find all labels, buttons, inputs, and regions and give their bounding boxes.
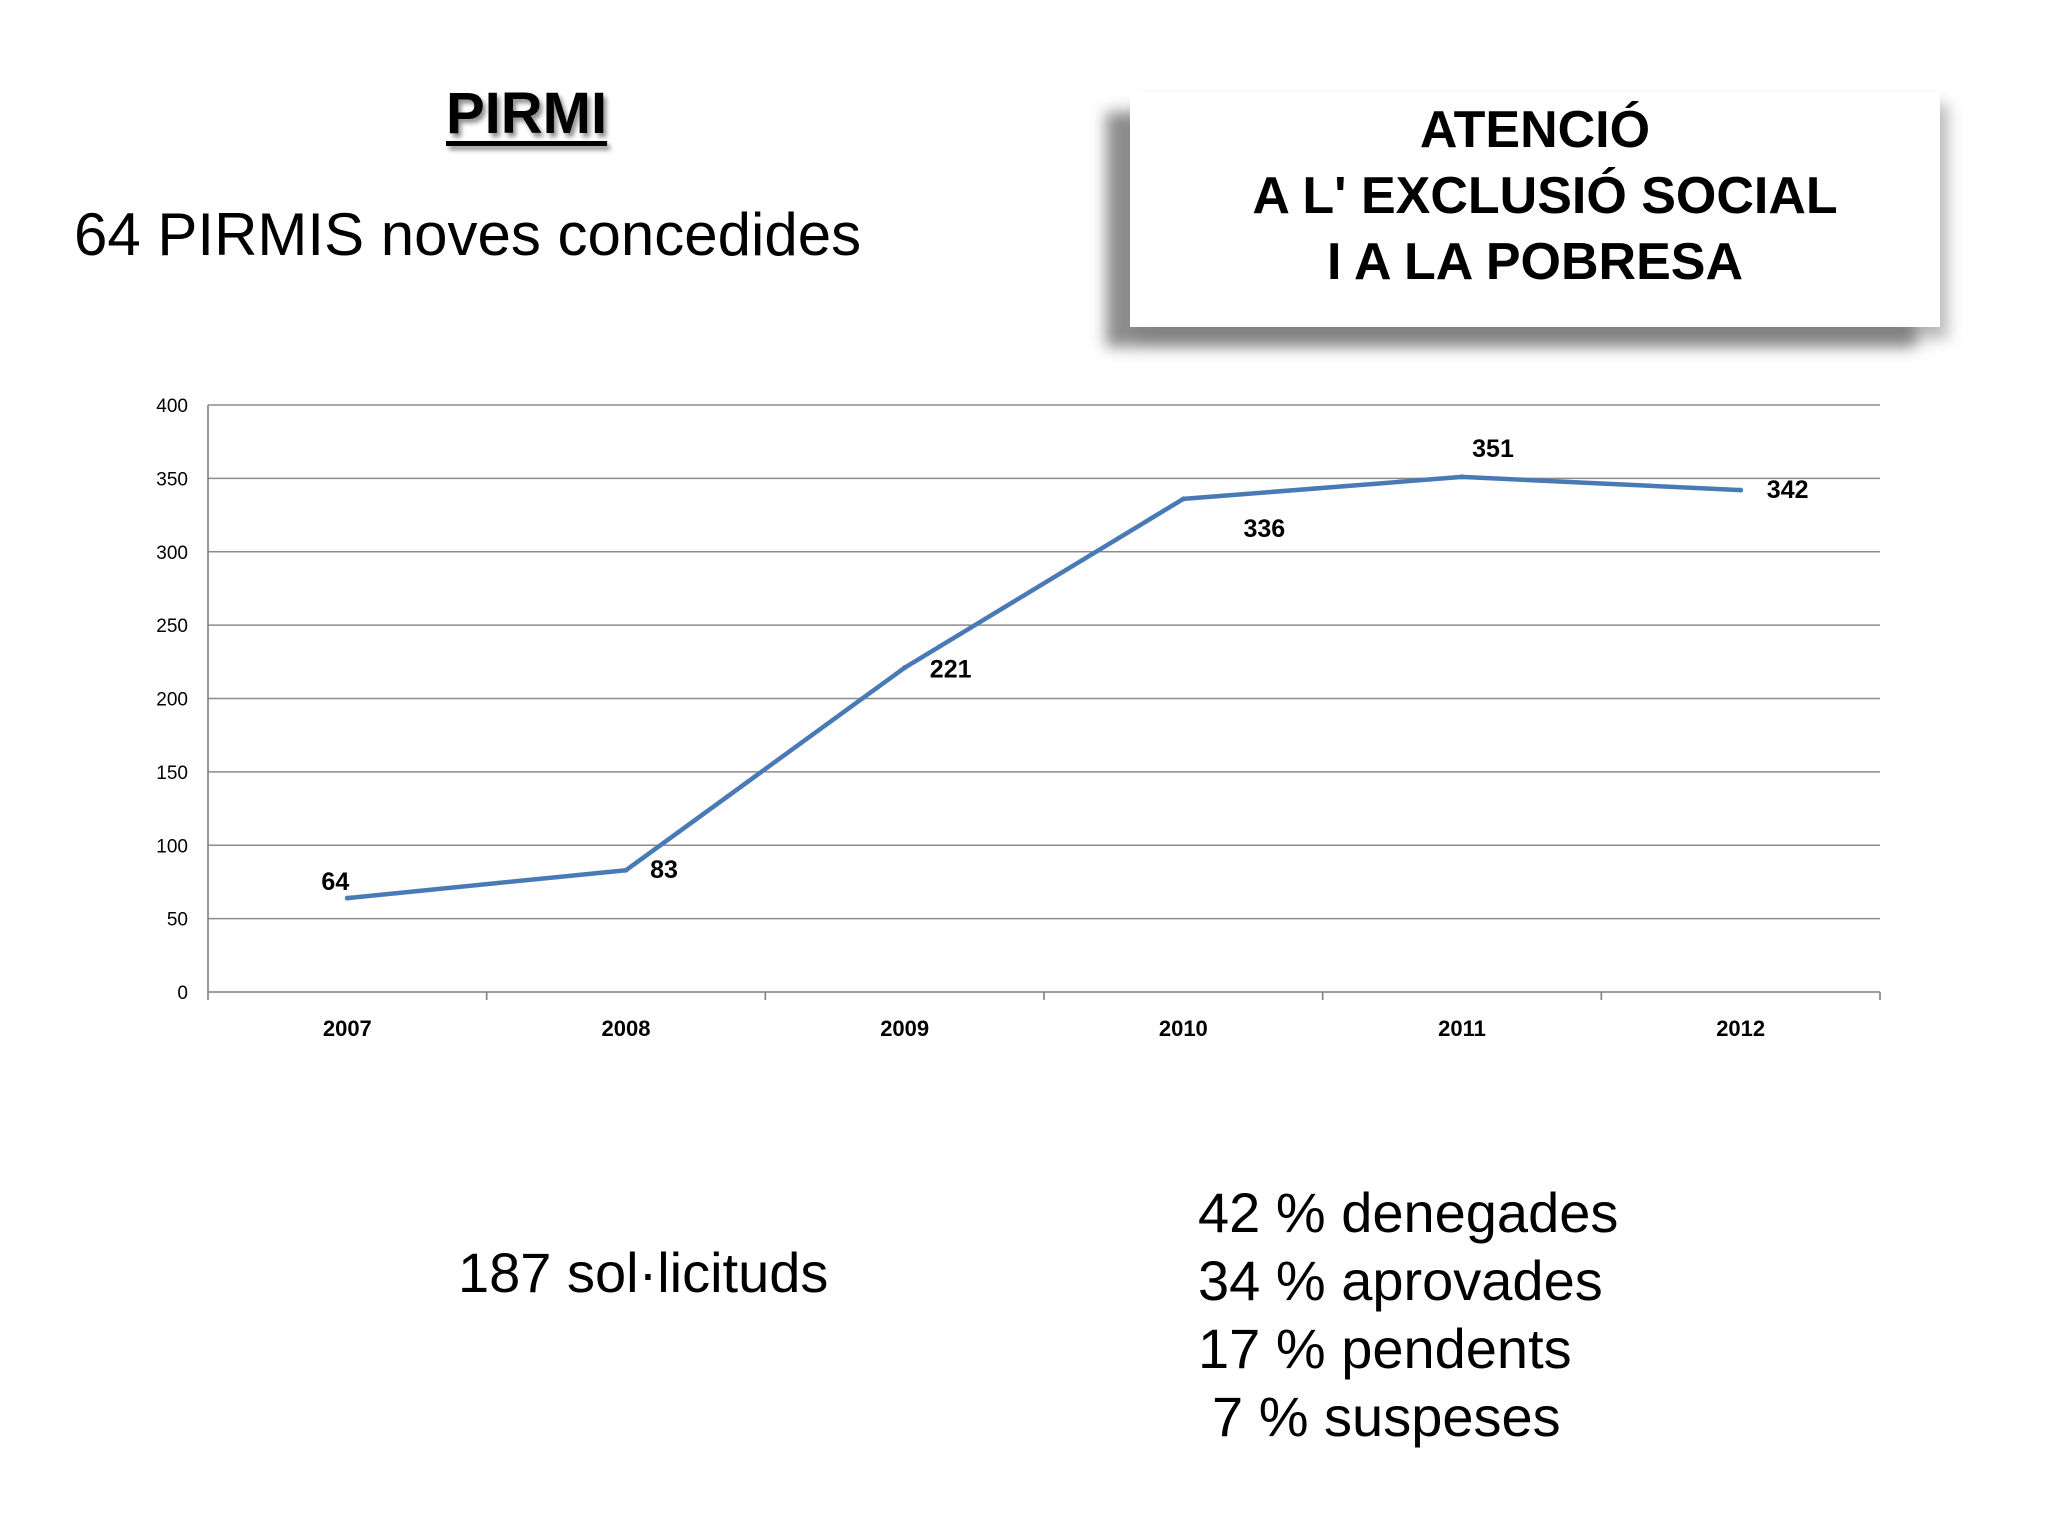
slide-title: PIRMI [446,81,608,146]
data-point [1738,487,1744,493]
x-tick-label: 2011 [1438,1016,1486,1041]
data-label: 83 [650,856,678,884]
data-label: 64 [321,868,349,896]
x-tick-label: 2012 [1716,1016,1765,1041]
y-tick-label: 0 [177,983,188,1004]
banner-line-1: ATENCIÓ [1419,101,1651,159]
data-label: 342 [1767,476,1809,504]
banner-line-3: I A LA POBRESA [1326,233,1744,291]
data-label: 221 [930,656,972,684]
data-point [902,665,908,671]
x-tick-label: 2008 [602,1016,651,1041]
data-label: 336 [1243,515,1285,543]
slide-subtitle: 64 PIRMIS noves concedides [74,201,862,268]
y-tick-label: 350 [156,469,188,490]
banner-line-2: A L' EXCLUSIÓ SOCIAL [1252,167,1838,225]
y-tick-label: 150 [156,763,188,784]
stat-denegades: 42 % denegades [1198,1181,1619,1244]
y-tick-label: 250 [156,616,188,637]
x-tick-label: 2007 [323,1016,372,1041]
x-tick-label: 2009 [880,1016,929,1041]
y-tick-label: 100 [156,836,188,857]
x-tick-label: 2010 [1159,1016,1208,1041]
y-tick-label: 50 [167,910,188,931]
stat-pendents: 17 % pendents [1198,1317,1572,1380]
data-point [623,867,629,873]
stat-aprovades: 34 % aprovades [1198,1249,1603,1312]
solicituds-count: 187 sol·licituds [458,1241,829,1304]
series-line [347,474,1741,901]
line-chart: 0 50 100 150 200 250 300 350 400 2007 2008 2009 2010… [156,396,1881,1041]
y-tick-label: 300 [156,543,188,564]
y-tick-label: 400 [156,396,188,417]
topic-banner: ATENCIÓ A L' EXCLUSIÓ SOCIAL I A LA POBR… [1130,92,1940,327]
stat-suspeses: 7 % suspeses [1212,1385,1561,1448]
data-point [344,895,350,901]
data-point [1180,496,1186,502]
data-label: 351 [1472,435,1514,463]
y-tick-label: 200 [156,690,188,711]
data-point [1459,474,1465,480]
